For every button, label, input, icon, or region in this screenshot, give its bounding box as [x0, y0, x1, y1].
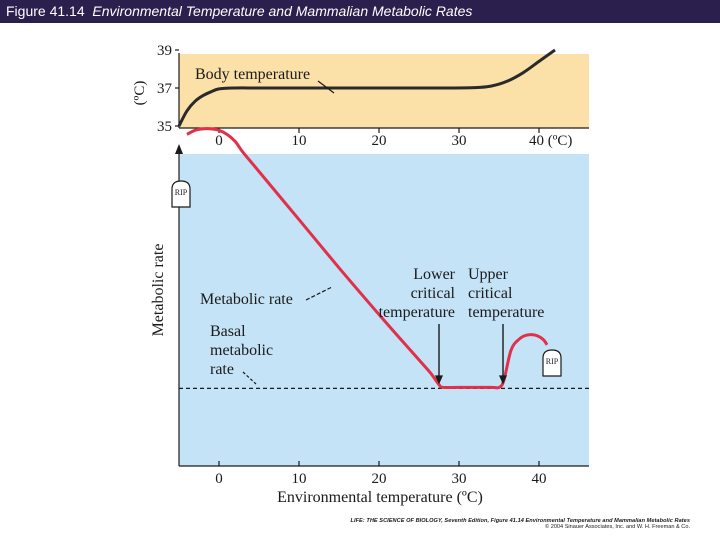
credit-footer: LIFE: THE SCIENCE OF BIOLOGY, Seventh Ed…: [250, 518, 690, 530]
lower-critical-label-line1: Lower: [413, 266, 455, 283]
upper-critical-label-line1: Upper: [468, 266, 509, 283]
basal-label-line3: rate: [210, 361, 234, 378]
body-temperature-line: [177, 48, 556, 127]
top-y-tick-label: 39: [157, 43, 172, 59]
tombstone-right-text: RIP: [546, 357, 559, 366]
figure-chart: 35 37 39 0 10 20 30 40 (ºC) (ºC) Body temperat…: [132, 43, 589, 506]
upper-critical-label-line2: critical: [468, 285, 513, 302]
basal-label-line1: Basal: [210, 323, 246, 340]
upper-critical-arrow-head: [499, 375, 507, 385]
bottom-x-tick-label: 20: [372, 471, 387, 487]
basal-leader: [242, 371, 257, 385]
credit-line-1: LIFE: THE SCIENCE OF BIOLOGY, Seventh Ed…: [350, 518, 690, 524]
bottom-x-tick-label: 30: [452, 471, 467, 487]
body-temperature-leader: [317, 80, 335, 94]
bottom-x-tick-label: 10: [292, 471, 307, 487]
metabolic-rate-leader: [305, 286, 333, 301]
top-x-tick-label-last: 40 (ºC): [529, 133, 572, 149]
metabolic-rate-label: Metabolic rate: [200, 291, 293, 308]
tombstone-right-icon: RIP: [542, 349, 562, 377]
credit-line-2: © 2004 Sinauer Associates, Inc. and W. H…: [545, 524, 690, 530]
bottom-x-tick-label: 40: [532, 471, 547, 487]
top-y-tick-label: 35: [157, 119, 172, 135]
basal-label-line2: metabolic: [210, 342, 273, 359]
top-y-axis-label: (ºC): [132, 81, 148, 106]
lower-critical-label-line2: critical: [411, 285, 456, 302]
bottom-y-axis-label: Metabolic rate: [150, 244, 167, 337]
figure-caption: Environmental Temperature and Mammalian …: [92, 3, 473, 19]
top-x-tick-label: 0: [215, 133, 223, 149]
body-temperature-label: Body temperature: [195, 66, 310, 83]
figure-number: Figure 41.14: [6, 3, 85, 19]
top-x-tick-label: 30: [452, 133, 467, 149]
metabolic-rate-line: [186, 127, 549, 390]
bottom-panel-background: [179, 154, 589, 466]
top-panel-background: [179, 54, 589, 128]
bottom-x-axis-label: Environmental temperature (ºC): [277, 489, 483, 506]
top-x-tick-label: 10: [292, 133, 307, 149]
bottom-y-axis-arrow: [175, 144, 183, 154]
tombstone-left-text: RIP: [175, 188, 188, 197]
tombstone-left-icon: RIP: [171, 180, 191, 208]
top-y-tick-label: 37: [157, 81, 173, 97]
bottom-x-tick-label: 0: [215, 471, 223, 487]
lower-critical-label-line3: temperature: [379, 304, 455, 321]
top-x-tick-label: 20: [372, 133, 387, 149]
slide-title: Figure 41.14 Environmental Temperature a…: [0, 0, 720, 23]
lower-critical-arrow-head: [435, 375, 443, 385]
upper-critical-label-line3: temperature: [468, 304, 544, 321]
